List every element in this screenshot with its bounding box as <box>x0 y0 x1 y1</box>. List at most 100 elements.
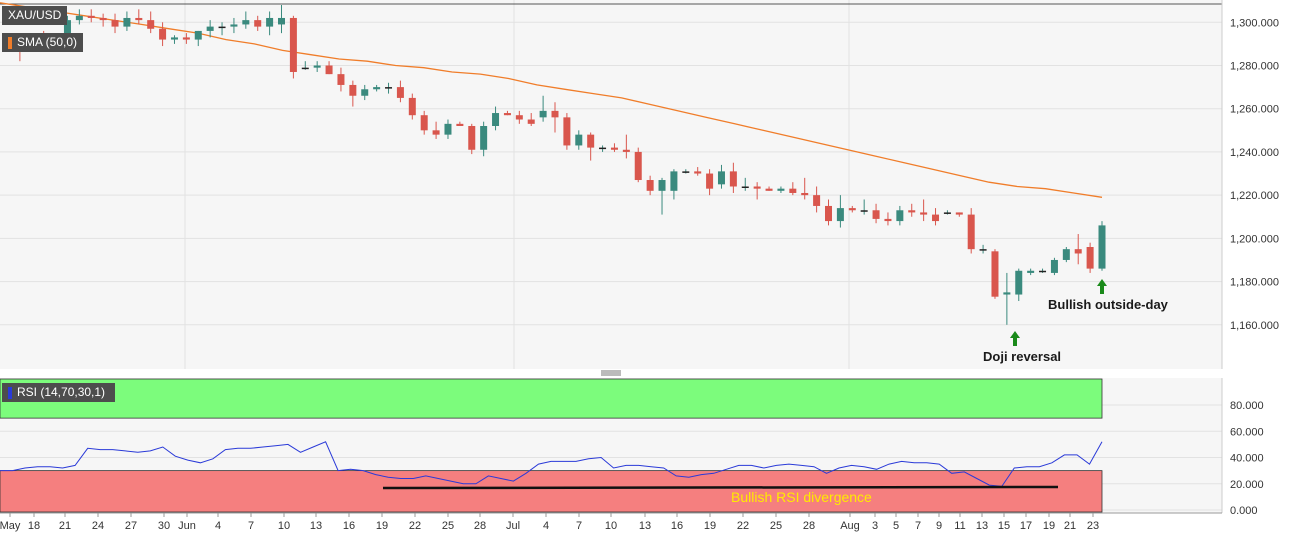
candle <box>492 106 500 131</box>
candle <box>75 9 83 25</box>
x-tick-label: 21 <box>59 520 71 532</box>
candle-body <box>825 205 832 222</box>
candle <box>765 186 773 191</box>
candle <box>836 195 844 228</box>
candle-body <box>896 210 904 222</box>
sma-line <box>0 2 1103 198</box>
candle <box>123 11 131 31</box>
candle-body <box>75 15 83 21</box>
candle <box>1015 268 1023 302</box>
candle <box>932 208 940 226</box>
candle <box>289 15 297 79</box>
x-tick-label: 19 <box>376 520 388 532</box>
candles-layer <box>4 5 1106 325</box>
candle-body <box>420 115 428 131</box>
candle-body <box>301 67 309 70</box>
candle <box>646 175 654 196</box>
candle <box>1003 272 1011 325</box>
candle <box>135 9 143 25</box>
doji-arrow-icon <box>1010 331 1020 346</box>
x-tick-label: 28 <box>474 520 486 532</box>
candle <box>254 15 262 31</box>
symbol-legend[interactable]: XAU/USD <box>2 6 68 25</box>
candle <box>801 177 809 200</box>
rsi-tick-label: 20.000 <box>1230 479 1264 491</box>
rsi-legend[interactable]: RSI (14,70,30,1) <box>2 383 115 402</box>
candle-body <box>230 24 238 27</box>
candle-body <box>932 214 940 222</box>
candle <box>194 30 202 47</box>
candle-body <box>682 171 690 173</box>
x-tick-label: 10 <box>605 520 617 532</box>
resize-handle[interactable] <box>601 370 621 376</box>
x-tick-label: 13 <box>310 520 322 532</box>
candle <box>444 119 452 139</box>
candle <box>551 102 559 133</box>
x-tick-label: Jun <box>178 520 196 532</box>
price-tick-label: 1,300.000 <box>1230 17 1279 29</box>
candle <box>813 186 821 213</box>
x-tick-label: 7 <box>915 520 921 532</box>
price-tick-label: 1,240.000 <box>1230 147 1279 159</box>
candle-body <box>658 180 666 191</box>
candle <box>230 17 238 34</box>
candle <box>634 147 642 183</box>
candle <box>242 11 250 29</box>
candle <box>408 93 416 120</box>
candle-body <box>622 149 630 152</box>
candle <box>1039 268 1047 273</box>
candle <box>147 11 155 34</box>
candle <box>349 80 357 107</box>
candle <box>515 110 523 124</box>
outside-day-annotation: Bullish outside-day <box>1048 297 1168 312</box>
candle <box>385 82 393 94</box>
candle <box>587 132 595 161</box>
candle <box>920 199 928 222</box>
candle <box>301 61 309 70</box>
candle-body <box>539 110 547 118</box>
candle-body <box>848 208 856 211</box>
doji-annotation: Doji reversal <box>983 349 1062 364</box>
candle-body <box>955 212 963 215</box>
sma-layer <box>0 2 1103 198</box>
candle-body <box>182 37 190 40</box>
rsi-tick-label: 80.000 <box>1230 400 1264 412</box>
candle-body <box>1003 292 1011 295</box>
sma-legend[interactable]: SMA (50,0) <box>2 33 84 52</box>
candle <box>420 110 428 135</box>
candle-body <box>610 147 618 150</box>
candle-body <box>563 117 571 146</box>
candle-body <box>634 151 642 181</box>
candle-body <box>836 208 844 222</box>
candle-body <box>337 74 345 85</box>
price-tick-label: 1,220.000 <box>1230 190 1279 202</box>
candle-body <box>991 251 999 297</box>
price-grid <box>0 0 1222 369</box>
candle-body <box>527 119 535 124</box>
candle <box>753 182 761 200</box>
x-tick-label: 7 <box>248 520 254 532</box>
candle <box>706 169 714 196</box>
candle <box>1027 268 1035 276</box>
x-tick-label: 19 <box>1043 520 1055 532</box>
divergence-line <box>382 485 1059 490</box>
price-axis: 1,300.000 1,280.000 1,260.000 1,240.000 1,22… <box>1230 17 1279 331</box>
outside-day-arrow-icon <box>1097 279 1107 294</box>
x-tick-label: 18 <box>28 520 40 532</box>
candle-body <box>1098 225 1106 269</box>
x-tick-label: 16 <box>671 520 683 532</box>
candle <box>872 203 880 224</box>
candle <box>955 212 963 217</box>
candle-body <box>503 113 511 116</box>
candle-body <box>349 84 357 96</box>
candle-body <box>361 89 369 96</box>
rsi-divergence-annotation: Bullish RSI divergence <box>731 489 872 505</box>
x-tick-label: 23 <box>1087 520 1099 532</box>
candle-body <box>147 20 155 29</box>
candle <box>456 121 464 126</box>
candle-body <box>789 188 797 193</box>
candle-body <box>254 20 262 27</box>
candle-body <box>515 115 523 120</box>
candle <box>87 9 95 23</box>
